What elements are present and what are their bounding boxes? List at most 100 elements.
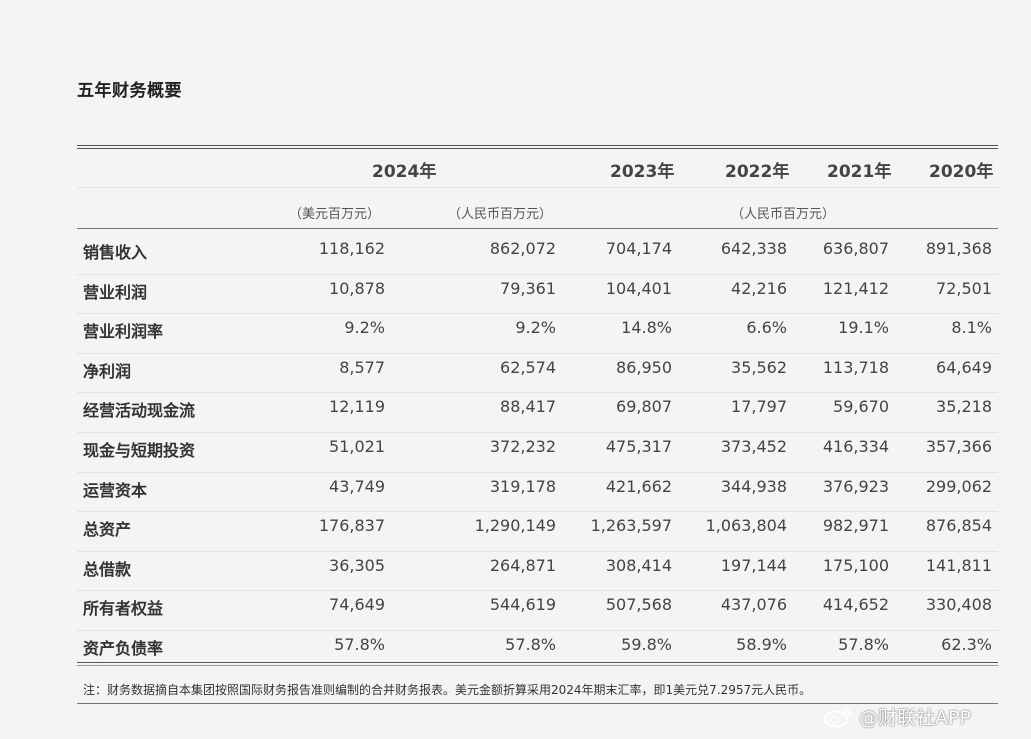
table-cell: 59,670 bbox=[833, 397, 889, 417]
row-label: 现金与短期投资 bbox=[83, 441, 196, 460]
table-cell: 57.8% bbox=[838, 635, 889, 654]
table-cell: 104,401 bbox=[605, 278, 672, 298]
table-cell: 416,334 bbox=[822, 437, 889, 456]
table-cell: 141,811 bbox=[925, 555, 992, 575]
table-cell: 57.8% bbox=[334, 635, 385, 654]
table-cell: 344,938 bbox=[720, 476, 787, 496]
table-cell: 12,119 bbox=[329, 397, 385, 417]
table-cell: 9.2% bbox=[344, 318, 385, 338]
table-cell: 372,232 bbox=[489, 437, 556, 456]
table-cell: 35,562 bbox=[731, 357, 787, 377]
unit-rmb-2024: （人民币百万元） bbox=[448, 207, 553, 222]
table-cell: 57.8% bbox=[505, 635, 556, 654]
table-cell: 414,652 bbox=[822, 595, 889, 615]
table-cell: 59.8% bbox=[621, 635, 672, 654]
table-cell: 421,662 bbox=[605, 476, 672, 496]
row-divider bbox=[77, 511, 998, 513]
table-cell: 704,174 bbox=[605, 239, 672, 258]
table-top-rule bbox=[77, 145, 998, 149]
weibo-icon bbox=[824, 707, 851, 727]
table-cell: 1,290,149 bbox=[474, 516, 556, 536]
row-divider bbox=[77, 471, 998, 473]
page-title: 五年财务概要 bbox=[77, 81, 182, 101]
unit-rmb-history: （人民币百万元） bbox=[731, 207, 836, 222]
row-label: 总借款 bbox=[83, 559, 132, 579]
table-cell: 376,923 bbox=[822, 476, 889, 496]
row-label: 营业利润 bbox=[83, 282, 148, 302]
row-divider bbox=[77, 550, 998, 552]
table-cell: 118,162 bbox=[318, 239, 385, 258]
table-cell: 197,144 bbox=[720, 555, 787, 575]
table-cell: 69,807 bbox=[616, 397, 672, 417]
table-cell: 42,216 bbox=[731, 278, 787, 298]
table-cell: 6.6% bbox=[746, 318, 787, 338]
table-cell: 8.1% bbox=[951, 318, 992, 338]
table-cell: 14.8% bbox=[621, 318, 672, 338]
table-cell: 175,100 bbox=[822, 555, 889, 575]
table-cell: 35,218 bbox=[936, 397, 992, 417]
row-label: 资产负债率 bbox=[83, 639, 164, 658]
table-cell: 88,417 bbox=[500, 397, 556, 417]
row-divider bbox=[77, 590, 998, 592]
watermark: @财联社APP bbox=[823, 703, 971, 730]
table-cell: 43,749 bbox=[329, 476, 385, 496]
row-label: 运营资本 bbox=[83, 480, 148, 500]
table-cell: 176,837 bbox=[318, 516, 385, 536]
row-divider bbox=[77, 630, 998, 631]
table-cell: 64,649 bbox=[936, 357, 992, 377]
unit-usd: （美元百万元） bbox=[289, 207, 381, 222]
table-cell: 36,305 bbox=[329, 555, 385, 575]
table-cell: 862,072 bbox=[489, 239, 556, 258]
table-cell: 1,263,597 bbox=[590, 516, 672, 536]
document-page bbox=[0, 10, 1031, 739]
table-cell: 121,412 bbox=[822, 278, 889, 298]
table-cell: 437,076 bbox=[720, 595, 787, 615]
row-divider bbox=[77, 273, 998, 275]
table-cell: 17,797 bbox=[731, 397, 787, 417]
row-divider bbox=[77, 313, 998, 315]
table-cell: 330,408 bbox=[925, 595, 992, 615]
table-cell: 51,021 bbox=[329, 437, 385, 456]
table-cell: 10,878 bbox=[329, 278, 385, 298]
table-cell: 876,854 bbox=[925, 516, 992, 536]
row-label: 营业利润率 bbox=[83, 322, 164, 342]
table-cell: 642,338 bbox=[720, 239, 787, 258]
table-cell: 19.1% bbox=[838, 318, 889, 338]
year-header-2020: 2020年 bbox=[929, 162, 994, 182]
row-divider bbox=[77, 392, 998, 394]
year-header-2023: 2023年 bbox=[610, 162, 675, 182]
table-cell: 86,950 bbox=[616, 357, 672, 377]
table-cell: 79,361 bbox=[500, 278, 556, 298]
table-cell: 9.2% bbox=[515, 318, 556, 338]
table-cell: 299,062 bbox=[925, 476, 992, 496]
year-header-2021: 2021年 bbox=[827, 162, 892, 182]
table-cell: 8,577 bbox=[339, 357, 385, 377]
table-cell: 62.3% bbox=[941, 635, 992, 654]
table-cell: 308,414 bbox=[605, 555, 672, 575]
row-label: 销售收入 bbox=[83, 243, 148, 262]
table-cell: 62,574 bbox=[500, 357, 556, 377]
table-bottom-rule bbox=[77, 662, 998, 663]
year-header-2022: 2022年 bbox=[725, 162, 790, 182]
table-cell: 357,366 bbox=[925, 437, 992, 456]
table-cell: 507,568 bbox=[605, 595, 672, 615]
footnote-rule bbox=[77, 703, 998, 704]
row-label: 净利润 bbox=[83, 361, 132, 381]
table-cell: 74,649 bbox=[329, 595, 385, 615]
table-bottom-rule-2 bbox=[77, 665, 998, 666]
row-label: 所有者权益 bbox=[83, 599, 164, 619]
table-cell: 1,063,804 bbox=[705, 516, 787, 536]
watermark-text: @财联社APP bbox=[859, 707, 971, 729]
table-cell: 264,871 bbox=[489, 555, 556, 575]
header-bottom-rule bbox=[77, 228, 998, 229]
table-cell: 319,178 bbox=[489, 476, 556, 496]
table-cell: 891,368 bbox=[925, 239, 992, 258]
table-cell: 636,807 bbox=[822, 239, 889, 258]
table-cell: 982,971 bbox=[822, 516, 889, 536]
table-cell: 475,317 bbox=[605, 437, 672, 456]
row-divider bbox=[77, 352, 998, 354]
row-label: 总资产 bbox=[83, 520, 132, 540]
table-cell: 373,452 bbox=[720, 437, 787, 456]
table-cell: 113,718 bbox=[822, 357, 889, 377]
table-cell: 58.9% bbox=[736, 635, 787, 654]
